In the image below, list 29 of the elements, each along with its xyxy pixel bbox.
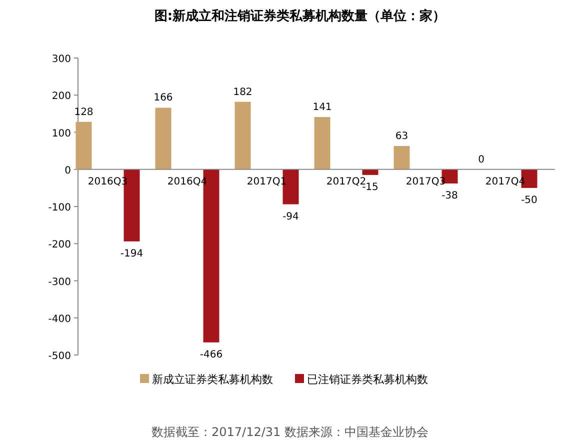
data-label: 141 xyxy=(312,102,332,114)
bar xyxy=(362,169,378,175)
data-label: -94 xyxy=(282,211,299,222)
bar xyxy=(394,146,410,170)
bar xyxy=(76,122,92,170)
y-tick-label: 300 xyxy=(52,54,71,65)
y-tick-label: -100 xyxy=(48,202,71,214)
data-label: 182 xyxy=(233,86,252,98)
data-label: -50 xyxy=(521,194,538,206)
x-tick-label: 2017Q3 xyxy=(406,176,446,188)
text: 数据截至：2017/12/31 数据来源：中国基金业协会 xyxy=(152,425,428,439)
data-label: 166 xyxy=(154,92,173,104)
chart-title: 图:新成立和注销证券类私募机构数量（单位：家） xyxy=(154,8,446,24)
data-label: 128 xyxy=(74,106,94,118)
y-tick-label: 100 xyxy=(52,128,71,140)
y-tick-label: 200 xyxy=(52,91,71,102)
y-tick-label: -300 xyxy=(48,276,71,288)
data-label: -466 xyxy=(200,349,223,360)
bar xyxy=(314,117,330,170)
data-label: -194 xyxy=(120,248,144,260)
data-label: 63 xyxy=(395,130,408,142)
data-label: 0 xyxy=(478,154,484,166)
y-tick-label: -400 xyxy=(48,314,71,325)
bar xyxy=(155,108,172,170)
bar xyxy=(234,102,251,170)
y-tick-label: -200 xyxy=(48,240,71,251)
y-tick-label: 0 xyxy=(64,165,71,176)
y-tick-label: -500 xyxy=(48,351,71,362)
data-label: -38 xyxy=(442,190,458,202)
